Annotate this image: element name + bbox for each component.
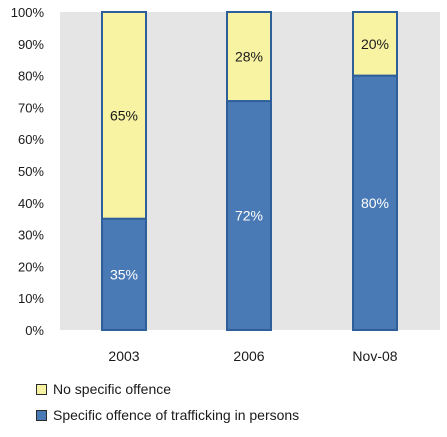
y-axis: 0% 10% 20% 30% 40% 50% 60% 70% 80% 90% 100% xyxy=(11,5,45,338)
legend-swatch xyxy=(36,383,47,395)
data-label: 65% xyxy=(110,107,138,123)
y-tick-label: 30% xyxy=(18,228,44,243)
data-label: 80% xyxy=(361,195,389,211)
data-label: 28% xyxy=(235,49,263,65)
y-tick-label: 40% xyxy=(18,196,44,211)
y-tick-label: 0% xyxy=(25,323,44,338)
y-tick-label: 50% xyxy=(18,164,44,179)
legend-label: Specific offence of trafficking in perso… xyxy=(53,407,300,423)
x-tick-label: 2003 xyxy=(108,348,139,364)
bar-segment xyxy=(226,11,272,103)
y-tick-label: 90% xyxy=(18,37,44,52)
y-tick-label: 100% xyxy=(11,5,45,20)
x-axis: 2003 2006 Nov-08 xyxy=(108,348,397,364)
y-tick-label: 80% xyxy=(18,69,44,84)
y-tick-label: 10% xyxy=(18,291,44,306)
legend-swatch xyxy=(36,409,47,421)
bar-segment xyxy=(101,217,147,331)
data-label: 72% xyxy=(235,208,263,224)
legend-item-no-specific-offence: No specific offence xyxy=(36,380,436,398)
legend-item-specific-offence: Specific offence of trafficking in perso… xyxy=(36,406,436,424)
legend-label: No specific offence xyxy=(53,381,172,397)
y-tick-label: 60% xyxy=(18,132,44,147)
x-tick-label: Nov-08 xyxy=(352,348,397,364)
bars: 35% 65% 72% 28% 80% 20% xyxy=(101,11,398,332)
bar-segment xyxy=(352,11,398,77)
data-label: 20% xyxy=(361,36,389,52)
data-label: 35% xyxy=(110,266,138,282)
x-tick-label: 2006 xyxy=(233,348,264,364)
bar-segment xyxy=(101,11,147,220)
y-tick-label: 20% xyxy=(18,259,44,274)
bar-segment xyxy=(226,100,272,332)
y-tick-label: 70% xyxy=(18,100,44,115)
